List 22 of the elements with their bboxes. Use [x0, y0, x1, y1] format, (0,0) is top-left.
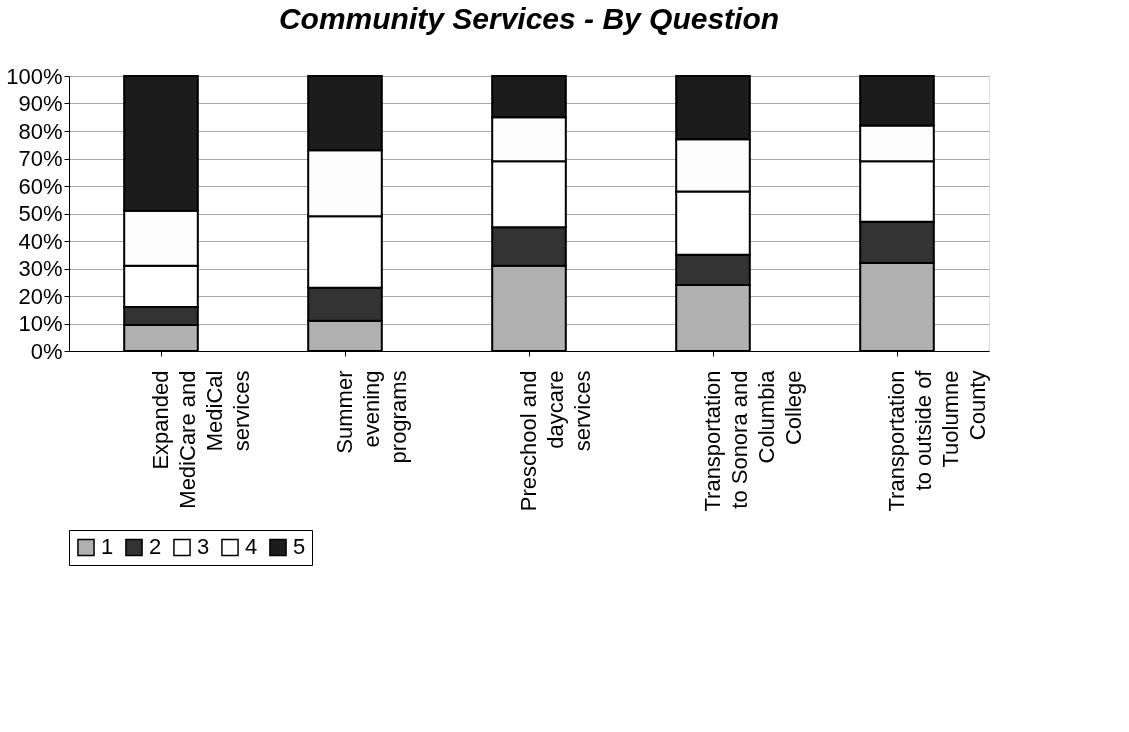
x-tick-label: Transportation to outside of Tuolumne County: [884, 369, 990, 512]
chart-title: Community Services - By Question: [278, 2, 780, 35]
y-tick-label: 0%: [30, 338, 63, 364]
y-tick-label: 70%: [18, 146, 63, 171]
x-tick-label: Transportation to Sonora and Columbia College: [700, 369, 806, 512]
x-tick-label: Summer evening programs: [332, 370, 411, 464]
legend-label: 4: [245, 534, 258, 560]
legend-label: 5: [293, 534, 306, 560]
legend-label: 2: [149, 534, 162, 560]
y-tick-label: 60%: [18, 173, 63, 199]
legend-label: 3: [197, 534, 210, 560]
x-tick-label: Preschool and daycare services: [516, 370, 595, 512]
y-tick-label: 40%: [18, 228, 63, 254]
y-tick-label: 20%: [18, 283, 63, 309]
x-tick-label: Expanded MediCare and MediCal services: [148, 370, 254, 509]
y-tick-label: 10%: [18, 311, 63, 336]
y-tick-label: 100%: [6, 63, 63, 89]
legend-label: 1: [101, 534, 114, 560]
y-tick-label: 30%: [18, 256, 63, 281]
y-tick-label: 50%: [18, 201, 63, 226]
y-tick-label: 80%: [18, 118, 63, 144]
y-tick-label: 90%: [18, 91, 63, 116]
